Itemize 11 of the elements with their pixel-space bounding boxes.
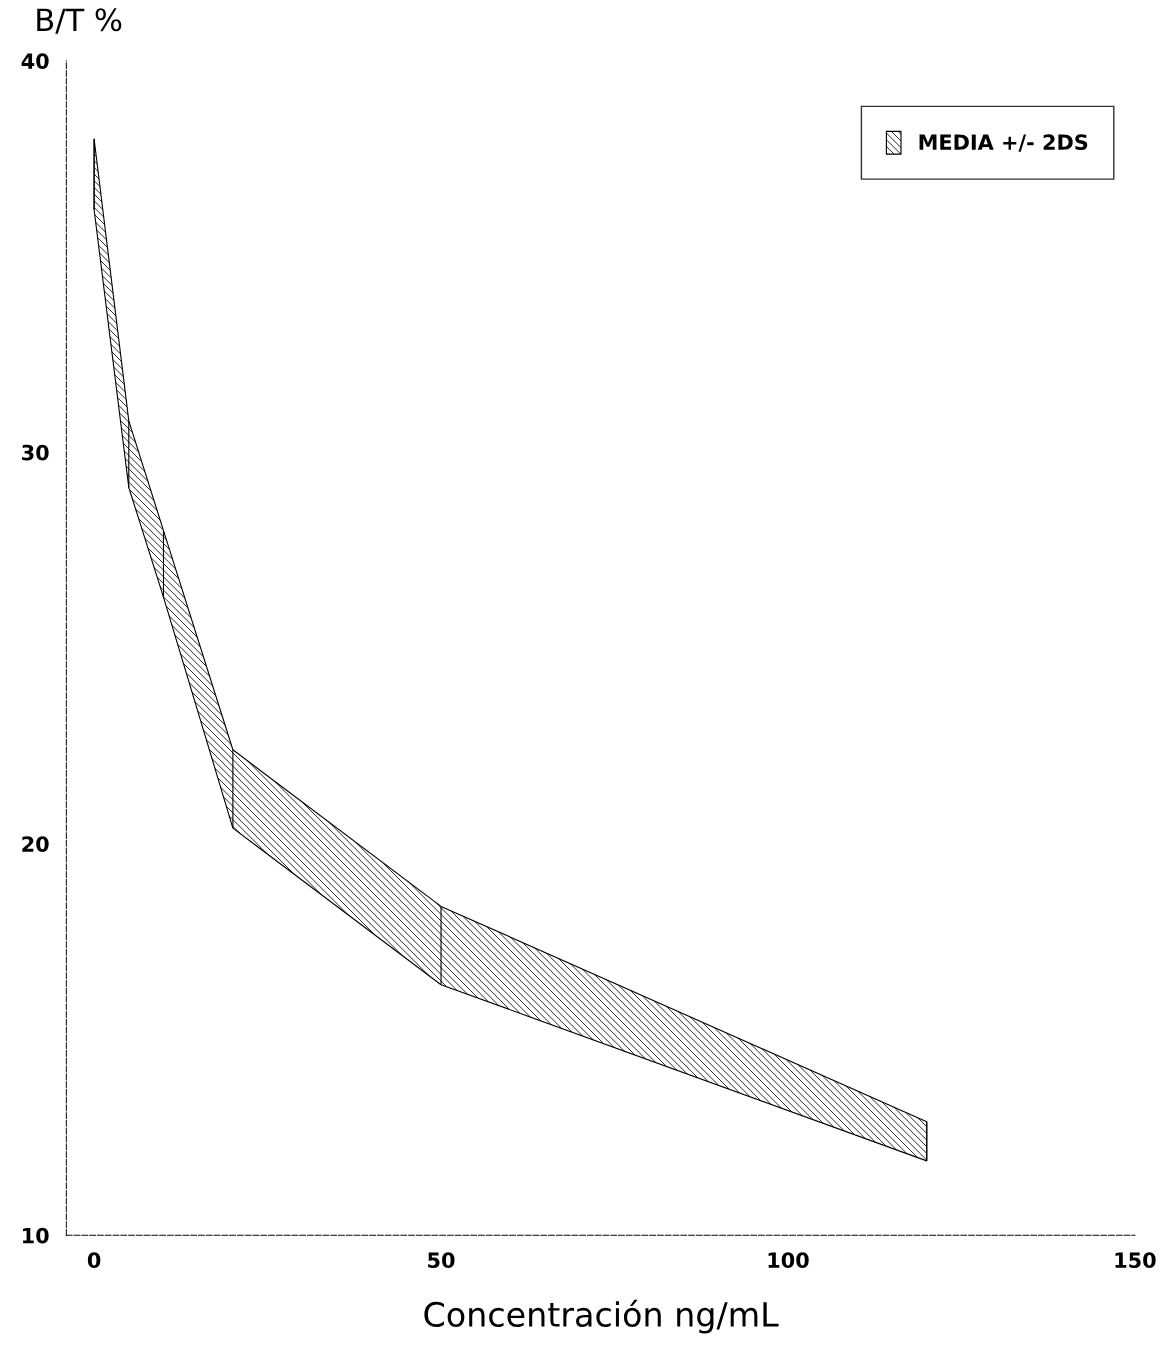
legend-label: MEDIA +/- 2DS <box>919 134 1088 152</box>
y-tick-label: 30 <box>22 444 49 461</box>
y-axis-title: B/T % <box>37 8 122 34</box>
y-tick-label: 10 <box>23 1227 49 1244</box>
x-axis-title: Concentración ng/mL <box>424 1299 779 1334</box>
x-tick-label: 150 <box>1115 1252 1156 1269</box>
y-tick-label: 40 <box>21 53 49 69</box>
x-tick-label: 100 <box>768 1252 809 1269</box>
x-tick-label: 50 <box>428 1252 455 1269</box>
x-tick-label: 0 <box>87 1252 101 1269</box>
y-tick-label: 20 <box>22 836 49 852</box>
